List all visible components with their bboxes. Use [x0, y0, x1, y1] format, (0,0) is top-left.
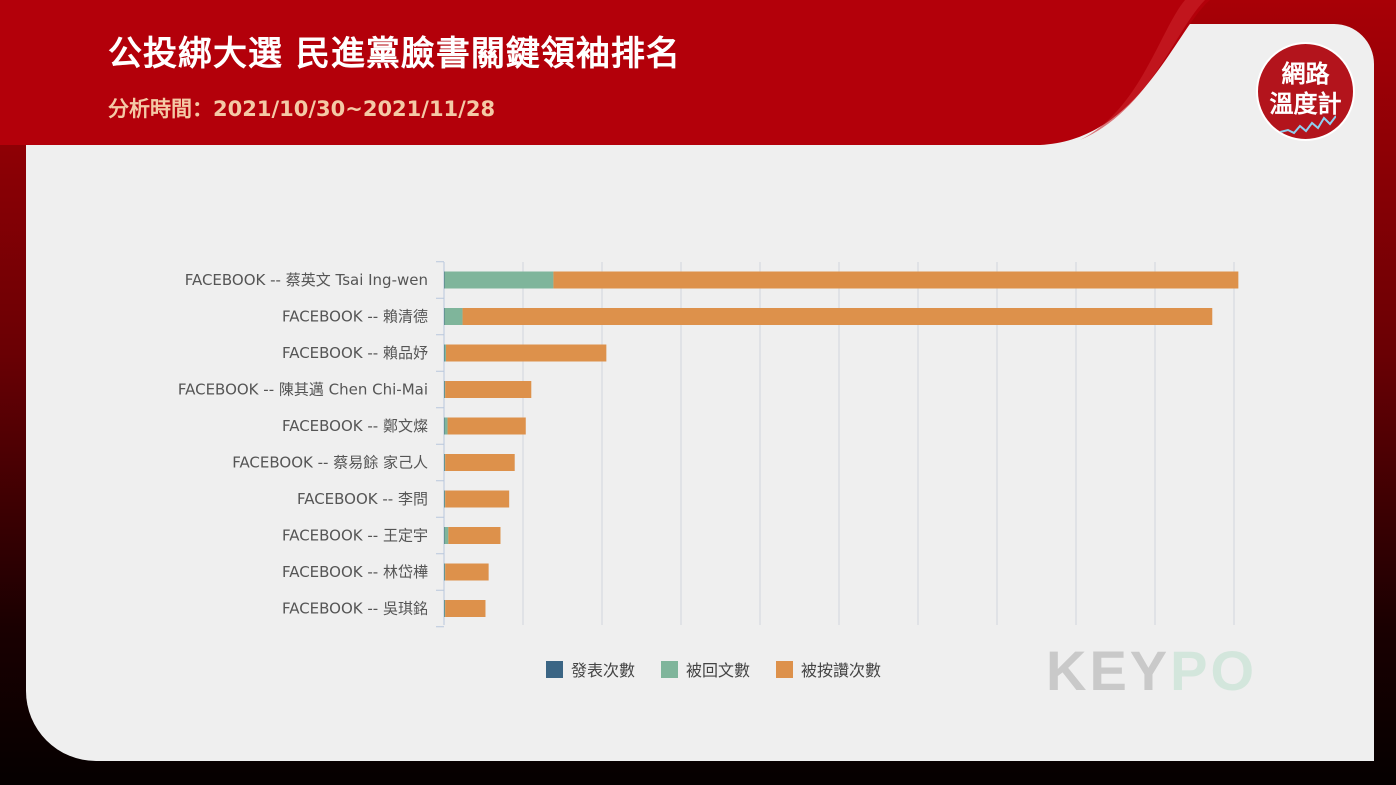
bar-segment-publish[interactable]	[444, 308, 445, 325]
legend-label-publish: 發表次數	[571, 661, 636, 680]
badge-line2: 溫度計	[1269, 90, 1342, 118]
badge-line1: 網路	[1281, 60, 1330, 88]
bar-segment-publish[interactable]	[444, 454, 445, 471]
bar-series	[444, 271, 1239, 617]
category-label: FACEBOOK -- 王定宇	[282, 527, 428, 545]
bar-segment-comments[interactable]	[444, 417, 448, 435]
bar-segment-likes[interactable]	[445, 600, 486, 617]
category-label: FACEBOOK -- 李問	[297, 490, 428, 508]
bar-segment-publish[interactable]	[444, 527, 445, 544]
bar-segment-likes[interactable]	[553, 271, 1239, 289]
bar-segment-publish[interactable]	[444, 381, 445, 398]
legend-item-publish[interactable]: 發表次數	[546, 657, 635, 681]
bar-segment-publish[interactable]	[444, 600, 445, 617]
bar-segment-likes[interactable]	[462, 308, 1213, 325]
bar-segment-comments[interactable]	[444, 600, 446, 617]
legend-swatch-publish	[546, 660, 563, 678]
category-labels: FACEBOOK -- 蔡英文 Tsai Ing-wen FACEBOOK -- …	[178, 271, 428, 618]
bar-segment-likes[interactable]	[445, 381, 532, 398]
watermark-main: KEY	[1046, 639, 1171, 702]
bar-segment-comments[interactable]	[444, 381, 446, 398]
bar-segment-comments[interactable]	[444, 490, 446, 508]
bar-segment-publish[interactable]	[444, 344, 445, 362]
category-label: FACEBOOK -- 吳琪銘	[282, 600, 428, 618]
category-label: FACEBOOK -- 蔡英文 Tsai Ing-wen	[185, 271, 428, 289]
bar-segment-likes[interactable]	[448, 527, 501, 544]
bar-segment-likes[interactable]	[447, 417, 526, 435]
bar-segment-comments[interactable]	[444, 563, 446, 581]
category-label: FACEBOOK -- 陳其邁 Chen Chi-Mai	[178, 381, 428, 399]
bar-segment-publish[interactable]	[444, 490, 445, 508]
bar-segment-publish[interactable]	[444, 563, 445, 581]
bar-segment-likes[interactable]	[445, 563, 489, 581]
category-label: FACEBOOK -- 鄭文燦	[282, 417, 428, 435]
bar-segment-likes[interactable]	[445, 344, 607, 362]
category-axis	[436, 261, 445, 628]
category-label: FACEBOOK -- 蔡易餘 家己人	[232, 454, 428, 472]
keypo-watermark: KEYPO	[1046, 638, 1257, 703]
bar-segment-comments[interactable]	[444, 527, 449, 544]
category-label: FACEBOOK -- 賴清德	[282, 308, 428, 326]
bar-segment-publish[interactable]	[444, 417, 445, 435]
brand-badge: 網路 溫度計	[1256, 42, 1355, 141]
watermark-accent: PO	[1170, 639, 1258, 702]
bar-segment-comments[interactable]	[444, 271, 554, 289]
legend-item-comments[interactable]: 被回文數	[661, 657, 750, 681]
bar-segment-likes[interactable]	[445, 490, 510, 508]
legend-swatch-comments	[661, 660, 678, 678]
category-label: FACEBOOK -- 賴品妤	[282, 344, 428, 362]
legend-label-comments: 被回文數	[686, 661, 751, 680]
bar-segment-likes[interactable]	[445, 454, 515, 471]
legend-item-likes[interactable]: 被按讚次數	[776, 657, 881, 681]
header-banner	[0, 0, 1210, 145]
bar-segment-comments[interactable]	[444, 308, 463, 325]
bar-segment-comments[interactable]	[444, 344, 446, 362]
pulse-line-icon	[1280, 115, 1336, 135]
legend-label-likes: 被按讚次數	[801, 661, 882, 680]
category-label: FACEBOOK -- 林岱樺	[282, 563, 428, 581]
page-title: 公投綁大選 民進黨臉書關鍵領袖排名	[108, 34, 681, 74]
chart-legend: 發表次數 被回文數 被按讚次數	[0, 657, 1396, 683]
bar-segment-publish[interactable]	[444, 271, 445, 289]
chart-card	[26, 24, 1374, 761]
legend-swatch-likes	[776, 660, 793, 678]
analysis-period: 分析時間：2021/10/30~2021/11/28	[108, 97, 496, 121]
bar-segment-comments[interactable]	[444, 454, 446, 471]
